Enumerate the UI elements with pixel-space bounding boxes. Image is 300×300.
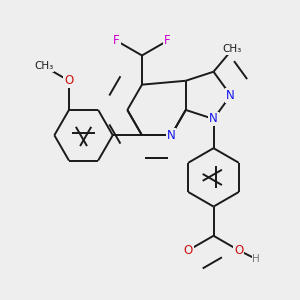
- Text: N: N: [167, 129, 176, 142]
- Text: H: H: [253, 254, 260, 264]
- Text: F: F: [113, 34, 120, 47]
- Text: CH₃: CH₃: [34, 61, 53, 71]
- Text: O: O: [184, 244, 193, 257]
- Text: O: O: [234, 244, 243, 257]
- Text: N: N: [209, 112, 218, 125]
- Text: N: N: [226, 89, 235, 102]
- Text: F: F: [164, 34, 171, 47]
- Text: CH₃: CH₃: [223, 44, 242, 54]
- Text: O: O: [64, 74, 74, 87]
